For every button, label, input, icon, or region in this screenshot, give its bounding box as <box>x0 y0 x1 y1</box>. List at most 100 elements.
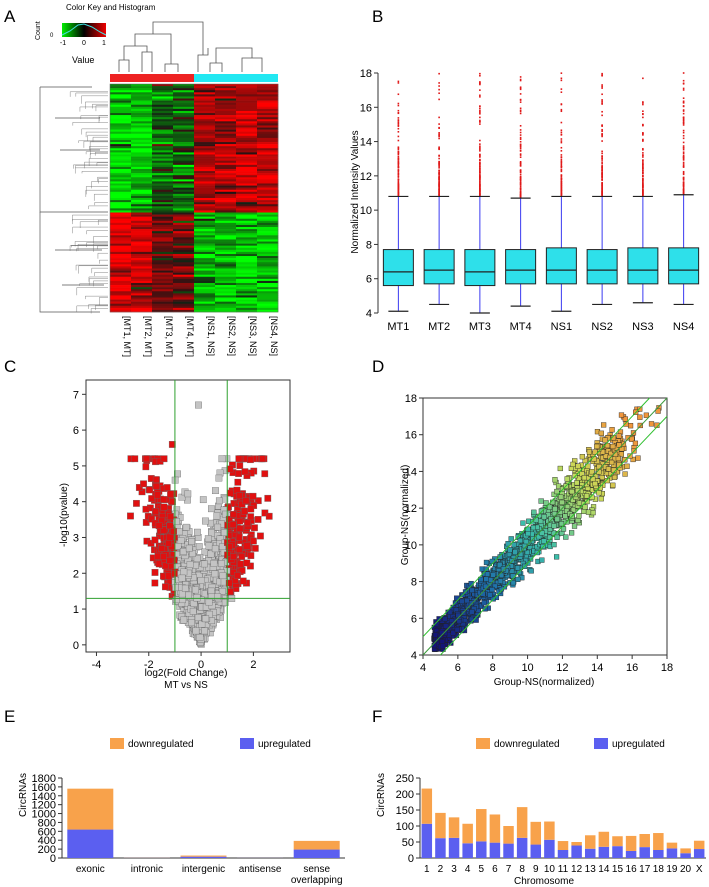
boxplot-outlier <box>479 165 481 168</box>
heatmap-cell <box>215 121 237 124</box>
heatmap-cell <box>131 102 153 106</box>
heatmap-cell <box>194 224 216 228</box>
heatmap-cell <box>194 231 216 234</box>
heatmap-cell <box>173 166 195 170</box>
heatmap-cell <box>173 168 195 172</box>
heatmap-cell <box>257 92 279 95</box>
heatmap-cell <box>215 84 237 87</box>
heatmap-cell <box>236 239 258 242</box>
heatmap-cell <box>257 119 279 122</box>
heatmap-cell <box>152 127 174 130</box>
heatmap-cell <box>194 214 216 217</box>
heatmap-cell <box>152 287 174 290</box>
volcano-point <box>200 560 208 568</box>
heatmap-cell <box>110 218 132 222</box>
heatmap-cell <box>194 301 216 305</box>
heatmap-cell <box>194 164 216 168</box>
heatmap-cell <box>173 171 195 174</box>
heatmap-cell <box>110 251 132 255</box>
heatmap-cell <box>194 256 216 259</box>
heatmap-cell <box>173 110 195 114</box>
boxplot-outlier <box>560 77 563 80</box>
count-label: Count <box>35 21 42 40</box>
heatmap-cell <box>257 129 279 132</box>
boxplot-outlier <box>438 162 440 164</box>
volcano-point-significant <box>152 476 160 484</box>
heatmap-cell <box>110 276 132 280</box>
heatmap-cell <box>215 179 237 182</box>
scatter-point <box>601 422 607 428</box>
volcano-point-significant <box>143 455 150 463</box>
volcano-point <box>207 550 215 558</box>
boxplot-outlier <box>642 161 644 163</box>
heatmap-cell <box>215 152 237 155</box>
heatmap-cell <box>173 256 195 259</box>
boxplot-outlier <box>438 137 440 140</box>
heatmap-cell <box>194 146 216 149</box>
volcano-point-significant <box>239 577 247 585</box>
heatmap-cell <box>110 125 132 128</box>
volcano-point-significant <box>242 497 250 505</box>
heatmap-cell <box>215 239 237 242</box>
boxplot-outlier <box>560 180 563 182</box>
boxplot-outlier <box>397 169 400 171</box>
boxplot-outlier <box>560 162 563 164</box>
heatmap-cell <box>173 293 195 296</box>
boxplot-outlier <box>642 167 644 169</box>
heatmap-cell <box>215 106 237 110</box>
volcano-point <box>189 607 197 615</box>
heatmap-cell <box>194 268 216 271</box>
boxplot-outlier <box>601 186 603 188</box>
boxplot-outlier <box>397 148 400 151</box>
heatmap-cell <box>236 164 258 168</box>
boxplot-outlier <box>642 188 644 191</box>
volcano-point-significant <box>225 579 233 587</box>
heatmap-cell <box>194 195 216 199</box>
heatmap-cell <box>152 245 174 249</box>
heatmap-cell <box>152 241 174 244</box>
volcano-point <box>202 615 210 623</box>
heatmap-cell <box>194 185 216 188</box>
heatmap-cell <box>257 193 279 197</box>
key-axis-label: Value <box>72 55 94 65</box>
heatmap-cell <box>236 206 258 209</box>
heatmap-cell <box>215 142 237 145</box>
boxplot-outlier <box>519 192 522 195</box>
heatmap-cell <box>257 206 279 209</box>
boxplot-outlier <box>479 171 481 173</box>
boxplot-outlier <box>642 123 644 126</box>
heatmap-cell <box>110 100 132 103</box>
volcano-point <box>210 559 218 567</box>
heatmap-cell <box>173 241 195 244</box>
heatmap-cell <box>173 135 195 139</box>
heatmap-cell <box>257 152 279 155</box>
heatmap-cell <box>194 235 216 238</box>
scatter-point <box>571 523 578 529</box>
heatmap-cell <box>173 193 195 197</box>
boxplot-outlier <box>642 183 644 186</box>
heatmap-cell <box>173 239 195 242</box>
boxplot-outlier <box>397 131 400 133</box>
heatmap-cell <box>110 175 132 178</box>
heatmap-cell <box>152 158 174 161</box>
volcano-point <box>208 529 215 537</box>
heatmap-cell <box>236 175 258 178</box>
heatmap-frame <box>109 83 279 313</box>
heatmap-cell <box>152 309 174 313</box>
boxplot-outlier <box>601 100 603 103</box>
heatmap-cell <box>194 127 216 130</box>
heatmap-cell <box>215 156 237 159</box>
volcano-point-significant <box>167 490 174 498</box>
volcano-point-significant <box>163 484 171 491</box>
heatmap-cell <box>110 104 132 108</box>
volcano-point-significant <box>247 456 254 464</box>
heatmap-cell <box>215 256 237 259</box>
heatmap-cell <box>110 96 132 99</box>
volcano-point <box>221 599 229 606</box>
heatmap-cell <box>257 247 279 251</box>
heatmap-cell <box>152 88 174 91</box>
volcano-point <box>180 568 188 576</box>
heatmap-cell <box>236 121 258 124</box>
scatter-point <box>589 469 595 475</box>
heatmap-cell <box>110 106 132 110</box>
